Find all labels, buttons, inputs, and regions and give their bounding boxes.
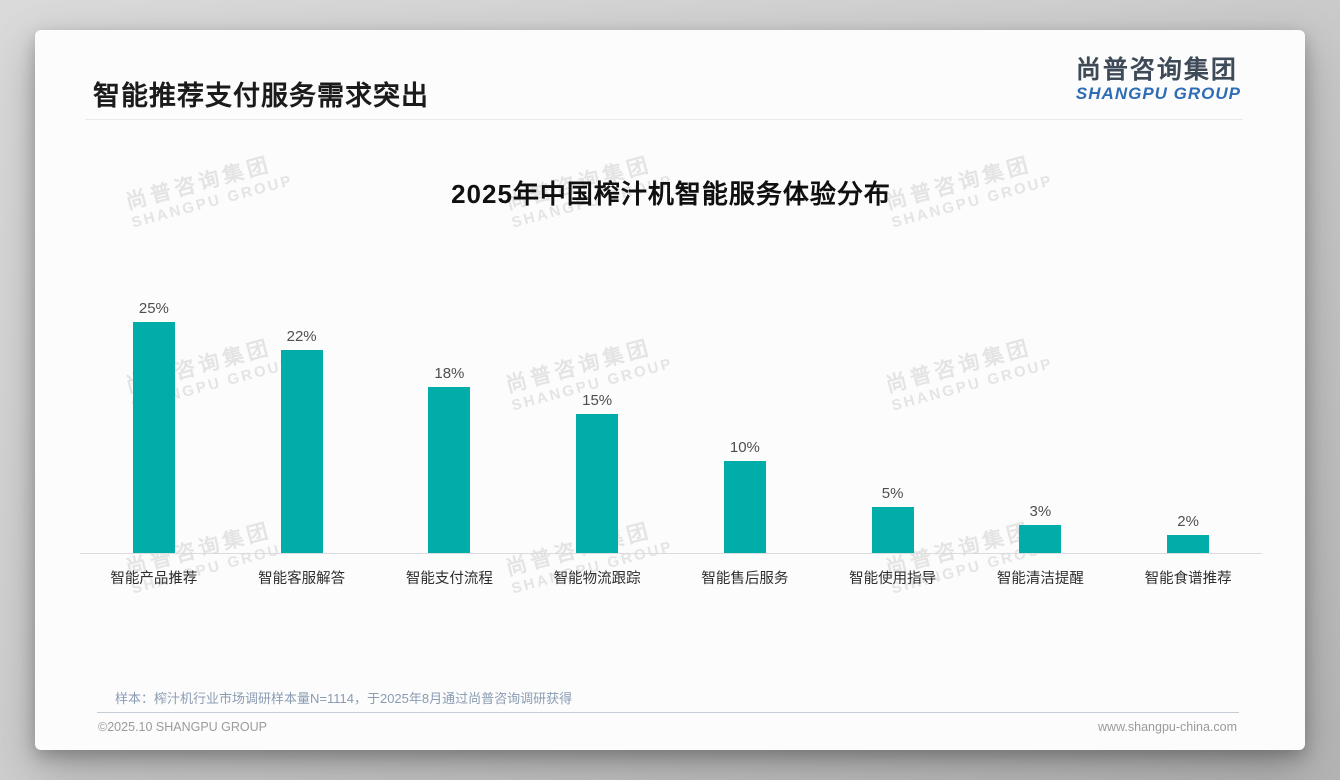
bar bbox=[871, 506, 914, 553]
slide-card: 智能推荐支付服务需求突出 尚普咨询集团 SHANGPU GROUP 尚普咨询集团… bbox=[35, 30, 1305, 750]
header-divider bbox=[85, 119, 1243, 120]
logo-text-en: SHANGPU GROUP bbox=[1075, 83, 1241, 103]
category-label: 智能售后服务 bbox=[701, 571, 789, 587]
bar-column: 22% bbox=[228, 273, 376, 553]
category-label: 智能客服解答 bbox=[258, 571, 346, 587]
category-label: 智能物流跟踪 bbox=[553, 571, 641, 587]
category-label: 智能清洁提醒 bbox=[996, 571, 1084, 587]
footer-copyright: ©2025.10 SHANGPU GROUP bbox=[98, 720, 267, 734]
bar-column: 10% bbox=[671, 273, 819, 553]
bar-value-label: 3% bbox=[1029, 503, 1052, 521]
logo-text-cn: 尚普咨询集团 bbox=[1075, 56, 1238, 84]
category-label: 智能产品推荐 bbox=[110, 571, 198, 587]
bar bbox=[1167, 534, 1210, 553]
page-title: 智能推荐支付服务需求突出 bbox=[93, 81, 429, 111]
bar-column: 25% bbox=[80, 273, 228, 553]
bar-value-label: 15% bbox=[582, 392, 613, 410]
bar bbox=[428, 386, 471, 553]
bar bbox=[723, 460, 766, 553]
footer-website: www.shangpu-china.com bbox=[1098, 720, 1237, 734]
footer-divider bbox=[97, 712, 1239, 713]
category-label: 智能食谱推荐 bbox=[1144, 571, 1232, 587]
plot-area: 25% 22% 18% 15% 10% 5% 3% 2% bbox=[80, 273, 1262, 553]
bar bbox=[132, 322, 175, 553]
bar bbox=[280, 349, 323, 553]
bar-column: 5% bbox=[819, 273, 967, 553]
bar-value-label: 10% bbox=[729, 438, 760, 456]
bar-value-label: 5% bbox=[881, 484, 904, 502]
company-logo: 尚普咨询集团 SHANGPU GROUP bbox=[1076, 56, 1241, 103]
category-label: 智能支付流程 bbox=[405, 571, 493, 587]
sample-note: 样本：榨汁机行业市场调研样本量N=1114，于2025年8月通过尚普咨询调研获得 bbox=[115, 691, 573, 706]
bar-column: 2% bbox=[1114, 273, 1262, 553]
chart-title: 2025年中国榨汁机智能服务体验分布 bbox=[451, 179, 891, 209]
bar bbox=[576, 414, 619, 553]
bar-value-label: 25% bbox=[138, 300, 169, 317]
bar-column: 3% bbox=[967, 273, 1115, 553]
category-row: 智能产品推荐 智能客服解答 智能支付流程 智能物流跟踪 智能售后服务 智能使用指导 智能清洁… bbox=[80, 567, 1262, 588]
bar bbox=[1019, 525, 1062, 553]
bar-value-label: 22% bbox=[286, 327, 317, 345]
bar-column: 15% bbox=[523, 273, 671, 553]
bar-column: 18% bbox=[376, 273, 524, 553]
x-axis-line bbox=[80, 553, 1262, 554]
bar-value-label: 18% bbox=[434, 364, 465, 382]
category-label: 智能使用指导 bbox=[849, 571, 937, 587]
bar-value-label: 2% bbox=[1177, 512, 1199, 530]
